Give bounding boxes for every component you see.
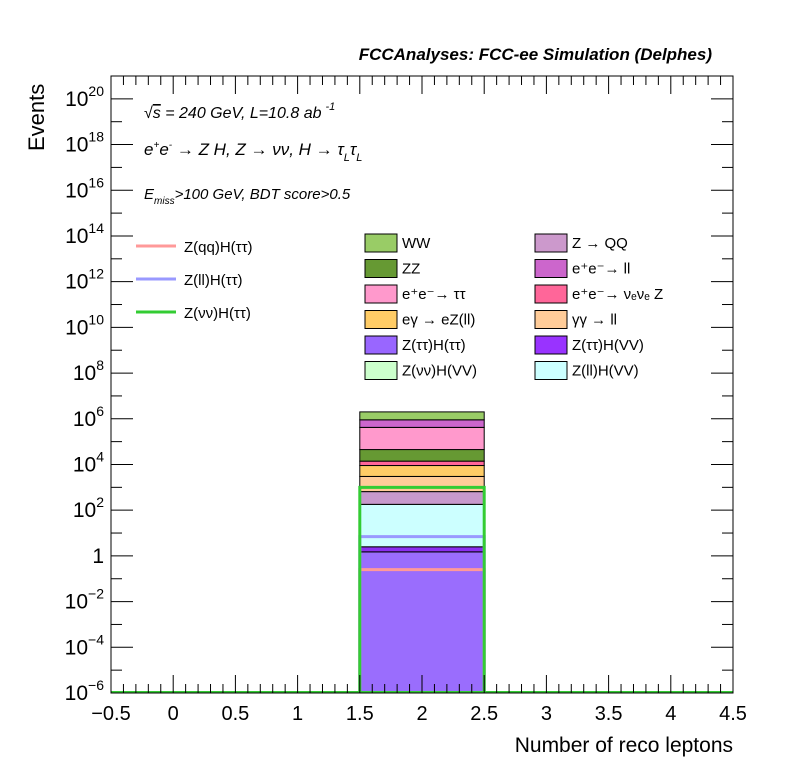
legend-bg-swatch — [364, 284, 398, 304]
stack-bar-0 — [359, 551, 485, 694]
legend-signal-label: Z(νν)H(ττ) — [184, 305, 251, 322]
chart-title: FCCAnalyses: FCC-ee Simulation (Delphes) — [359, 45, 713, 64]
x-tick-label: 0.5 — [221, 703, 249, 725]
legend-bg-swatch — [364, 233, 398, 253]
legend-bg-label: WW — [402, 235, 431, 252]
legend-bg-swatch — [534, 259, 568, 278]
x-tick-label: 2 — [416, 703, 427, 725]
legend-bg-swatch — [534, 335, 568, 355]
stack-bar-5 — [359, 465, 485, 477]
stack-bar-6 — [359, 460, 485, 467]
legend-bg-label: Z(ll)H(VV) — [572, 363, 639, 380]
legend-bg-swatch — [534, 361, 568, 380]
y-ticks: 10−6 10−4 10−2 1 102 104 106 108 1010 1012 1014 101… — [65, 75, 733, 705]
annotation-process: e+e- → Z H, Z → νν, H → τLτL — [144, 140, 362, 164]
legend-bg-swatch — [534, 233, 568, 253]
legend-signal-label: Z(ll)H(ττ) — [184, 272, 243, 289]
legend-bg-label: eγ → eZ(ll) — [402, 312, 475, 329]
legend-bg-label: e⁺e⁻→ ττ — [402, 286, 466, 303]
legend-bg-label: γγ → ll — [572, 312, 617, 329]
stack-bars — [359, 411, 485, 694]
x-tick-label: 1.5 — [346, 703, 374, 725]
annotation-energy-luminosity: √s = 240 GeV, L=10.8 ab -1 — [144, 101, 335, 122]
legend-bg-label: Z(νν)H(VV) — [402, 363, 477, 380]
x-tick-label: 0 — [168, 703, 179, 725]
stack-bar-9 — [359, 419, 485, 428]
legend-bg-swatch — [534, 310, 568, 329]
stack-bar-8 — [359, 426, 485, 451]
x-axis-label: Number of reco leptons — [515, 734, 733, 757]
signal-line-2 — [358, 485, 486, 693]
y-tick-label: 1012 — [65, 266, 104, 294]
legend-bg-label: ZZ — [402, 261, 420, 278]
y-tick-label: 1016 — [65, 174, 104, 202]
x-tick-label: 2.5 — [470, 703, 498, 725]
legend-bg-label: Z → QQ — [572, 235, 628, 252]
y-tick-label: 10−4 — [65, 631, 105, 659]
stack-bar-1 — [359, 546, 485, 553]
y-tick-label: 1 — [92, 545, 104, 568]
legend-bg-label: e⁺e⁻→ νₑνₑ Z — [572, 286, 663, 303]
legend-bg-swatch — [364, 310, 398, 329]
y-tick-label: 106 — [73, 403, 104, 431]
legend-bg-swatch — [364, 335, 398, 355]
legend-bg-label: Z(ττ)H(ττ) — [402, 337, 466, 354]
y-tick-label: 108 — [73, 357, 104, 385]
y-tick-label: 1010 — [65, 311, 104, 339]
legend-bg-label: e⁺e⁻→ ll — [572, 261, 630, 278]
stack-bar-2 — [359, 503, 485, 548]
x-ticks: −0.5 0 0.5 1 1.5 2 2.5 3 3.5 4 4.5 — [91, 76, 747, 725]
x-tick-label: 3 — [541, 703, 552, 725]
x-tick-label: 4.5 — [719, 703, 747, 725]
y-tick-label: 104 — [73, 448, 104, 476]
annotation-selection: Emiss>100 GeV, BDT score>0.5 — [144, 186, 351, 207]
legend-bg-label: Z(ττ)H(VV) — [572, 337, 644, 354]
stack-bar-10 — [359, 411, 485, 421]
stack-bar-7 — [359, 449, 485, 462]
y-tick-label: 1020 — [65, 83, 104, 111]
x-tick-label: 1 — [292, 703, 303, 725]
legend-signal-label: Z(qq)H(ττ) — [184, 239, 253, 256]
x-tick-label: 3.5 — [595, 703, 623, 725]
x-tick-label: 4 — [665, 703, 676, 725]
stack-bar-3 — [359, 491, 485, 505]
legend-bg-swatch — [534, 284, 568, 304]
legend: Z(qq)H(ττ) Z(ll)H(ττ) Z(νν)H(ττ) WW Z → QQ ZZ… — [136, 233, 663, 380]
y-tick-label: 1018 — [65, 129, 104, 157]
legend-bg-swatch — [364, 259, 398, 278]
y-tick-label: 1014 — [65, 220, 104, 248]
stack-bar-4 — [359, 475, 485, 493]
y-tick-label: 102 — [73, 494, 104, 522]
y-tick-label: 10−2 — [65, 586, 105, 614]
x-tick-label: −0.5 — [91, 703, 130, 725]
y-tick-label: 10−6 — [65, 677, 105, 705]
y-axis-label: Events — [24, 84, 49, 151]
legend-bg-swatch — [364, 361, 398, 380]
